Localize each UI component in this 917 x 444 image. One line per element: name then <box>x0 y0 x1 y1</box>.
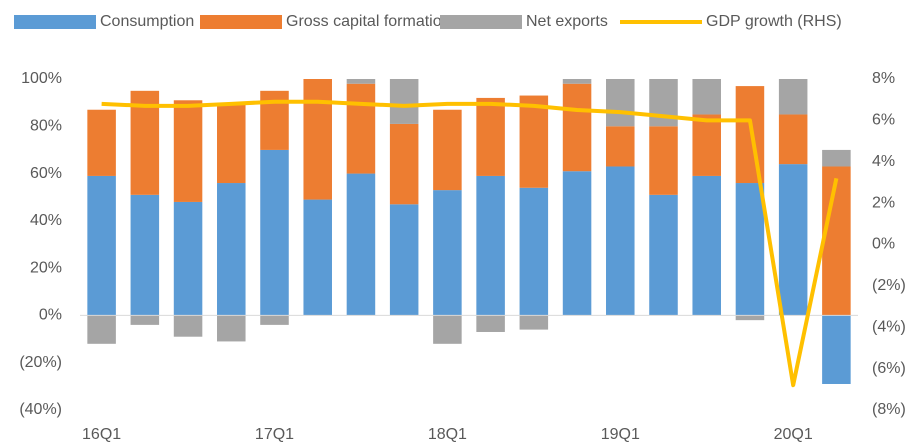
bar-segment <box>735 86 765 184</box>
bar-segment <box>822 166 851 316</box>
x-tick-label: 19Q1 <box>601 426 640 443</box>
bar-segment <box>303 79 332 200</box>
bar-segment <box>173 100 203 202</box>
bar-segment <box>260 90 289 150</box>
y2-tick-label: 6% <box>872 112 895 129</box>
y-tick-label: 0% <box>39 307 62 324</box>
bar-segment <box>87 175 116 316</box>
legend-swatch <box>440 15 522 29</box>
bar-segment <box>217 315 246 342</box>
y2-tick-label: (8%) <box>872 401 906 418</box>
x-tick-label: 20Q1 <box>774 426 813 443</box>
bar-segment <box>778 164 808 316</box>
x-tick-label: 16Q1 <box>82 426 121 443</box>
bar-segment <box>260 149 289 316</box>
bar-segment <box>260 315 289 325</box>
bar-segment <box>217 102 246 184</box>
bar-segment <box>130 90 160 195</box>
bar-segment <box>778 79 808 115</box>
x-tick-label: 17Q1 <box>255 426 294 443</box>
bar-segment <box>130 315 160 325</box>
bar-segment <box>519 95 549 188</box>
y2-tick-label: 8% <box>872 70 895 87</box>
bar-segment <box>389 123 419 205</box>
bar-segment <box>130 194 160 316</box>
bar-segment <box>87 109 116 176</box>
legend-label: Gross capital formation <box>286 13 451 30</box>
bar-segment <box>346 83 376 174</box>
y-tick-label: 60% <box>30 165 62 182</box>
bar-segment <box>692 79 721 115</box>
bar-segment <box>346 173 376 316</box>
bar-segment <box>562 171 592 316</box>
bar-segment <box>649 126 678 195</box>
bar-segment <box>476 175 505 316</box>
y-tick-label: (20%) <box>19 354 62 371</box>
legend-label: Net exports <box>526 13 608 30</box>
bar-segment <box>433 190 462 316</box>
bar-segment <box>476 97 505 176</box>
bar-segment <box>87 315 116 344</box>
bar-segment <box>692 114 721 176</box>
y-tick-label: 20% <box>30 259 62 276</box>
bar-segment <box>476 315 505 332</box>
bar-segment <box>346 79 376 84</box>
y-tick-label: (40%) <box>19 401 62 418</box>
bar-segment <box>173 315 203 337</box>
bar-segment <box>778 114 808 165</box>
bar-segment <box>735 183 765 316</box>
bar-segment <box>519 187 549 316</box>
bar-segment <box>433 315 462 344</box>
line-series <box>101 99 839 388</box>
y2-tick-label: (2%) <box>872 277 906 294</box>
legend-swatch <box>200 15 282 29</box>
bar-segment <box>649 194 678 316</box>
bar-segment <box>389 204 419 316</box>
y2-tick-label: 2% <box>872 194 895 211</box>
bar-segment <box>822 315 851 384</box>
legend-label: Consumption <box>100 13 194 30</box>
bar-segment <box>519 315 549 330</box>
x-tick-label: 18Q1 <box>428 426 467 443</box>
y2-tick-label: 0% <box>872 236 895 253</box>
y2-tick-label: 4% <box>872 153 895 170</box>
bar-segment <box>217 183 246 316</box>
bar-segment <box>735 315 765 321</box>
y-tick-label: 40% <box>30 212 62 229</box>
y2-tick-label: (6%) <box>872 360 906 377</box>
y-tick-label: 80% <box>30 118 62 135</box>
bar-segment <box>822 149 851 167</box>
bar-segment <box>562 79 592 84</box>
bar-segment <box>692 175 721 316</box>
legend-swatch <box>14 15 96 29</box>
bar-segment <box>433 109 462 191</box>
bar-segment <box>303 199 332 316</box>
bar-segment <box>606 79 635 127</box>
bar-segment <box>562 83 592 172</box>
bar-segment <box>389 79 419 124</box>
legend-label: GDP growth (RHS) <box>706 13 842 30</box>
bar-segment <box>173 201 203 316</box>
bar-segment <box>606 166 635 316</box>
y2-tick-label: (4%) <box>872 318 906 335</box>
y-tick-label: 100% <box>21 70 62 87</box>
bar-segment <box>606 126 635 167</box>
